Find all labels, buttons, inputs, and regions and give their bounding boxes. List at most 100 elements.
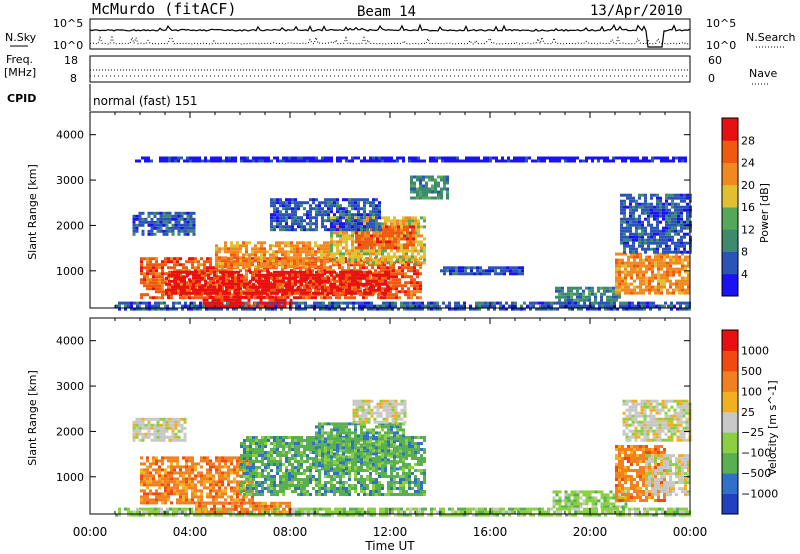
velocity-cell [143,468,146,472]
power-cell [297,225,300,229]
power-cell [518,272,521,276]
power-cell [489,159,492,163]
power-cell [181,307,184,311]
power-cell [552,156,555,160]
power-cell [321,276,324,280]
power-cell [213,270,216,274]
power-cell [642,282,645,286]
power-cell [615,264,618,268]
power-cell [159,214,163,218]
power-cell [167,260,170,264]
power-cell [612,292,615,296]
power-cell [372,252,375,256]
power-cell [179,284,182,288]
power-cell [654,258,657,262]
power-cell [347,296,350,300]
velocity-cell [182,486,185,490]
power-cell [158,275,161,279]
power-cell [632,220,635,224]
power-cell [647,244,650,248]
power-cell [636,264,639,268]
power-cell [357,261,360,265]
velocity-cell [140,477,143,481]
power-cell [294,219,297,223]
power-cell [224,256,227,260]
power-cell [378,201,381,205]
power-cell [186,217,190,221]
power-cell [167,296,170,300]
power-cell [280,295,284,299]
power-cell [443,184,446,188]
power-cell [392,272,395,276]
power-cell [378,291,381,295]
power-cell [251,253,254,257]
power-cell [515,269,518,273]
power-cell [359,266,362,270]
power-cell [308,253,311,257]
power-cell [404,284,407,288]
power-cell [675,270,678,274]
power-cell [458,269,461,273]
power-cell [161,278,164,282]
velocity-cell [206,471,209,475]
power-cell [540,156,543,160]
power-cell [418,307,421,311]
power-cell [273,285,276,289]
nave-label: Nave [749,67,777,80]
power-cell [285,210,288,214]
power-cell [654,261,657,265]
power-cell [227,262,230,266]
power-cell [623,199,626,203]
power-cell [165,223,169,227]
power-cell [330,246,333,250]
power-cell [399,258,402,262]
power-cell [415,307,418,311]
power-cell [282,216,285,220]
power-cell [199,304,202,308]
power-cell [322,301,325,305]
power-cell [291,273,294,277]
power-cell [200,284,203,288]
power-cell [410,181,413,185]
power-cell [358,240,361,244]
power-cell [685,301,688,305]
power-cell [674,226,677,230]
power-cell [150,220,154,224]
power-cell [268,304,272,308]
power-cell [653,205,656,209]
power-cell [278,247,281,251]
power-cell [291,225,294,229]
velocity-cell [191,465,194,469]
power-cell [270,288,273,292]
power-cell [273,276,276,280]
velocity-cell [194,492,197,496]
power-cell [339,207,342,211]
power-cell [158,266,161,270]
power-cell [146,266,149,270]
power-cell [348,255,351,259]
power-cell [411,246,414,250]
power-cell [363,228,366,232]
power-cell [245,272,248,276]
power-cell [143,284,146,288]
velocity-cell [236,465,239,469]
power-cell [149,260,152,264]
power-cell [291,291,294,295]
power-cell [684,288,687,292]
power-cell [365,287,368,291]
power-cell [414,234,417,238]
velocity-cell [173,483,176,487]
power-cell [353,266,356,270]
power-cell [348,261,351,265]
power-cell [381,222,384,226]
power-cell [656,220,659,224]
power-cell [391,228,394,232]
power-cell [149,269,152,273]
velocity-cell [200,474,203,478]
power-cell [189,282,192,286]
power-cell [312,276,315,280]
power-cell [327,207,330,211]
power-cell [147,220,151,224]
velocity-cell [221,471,224,475]
power-cell [345,252,348,256]
